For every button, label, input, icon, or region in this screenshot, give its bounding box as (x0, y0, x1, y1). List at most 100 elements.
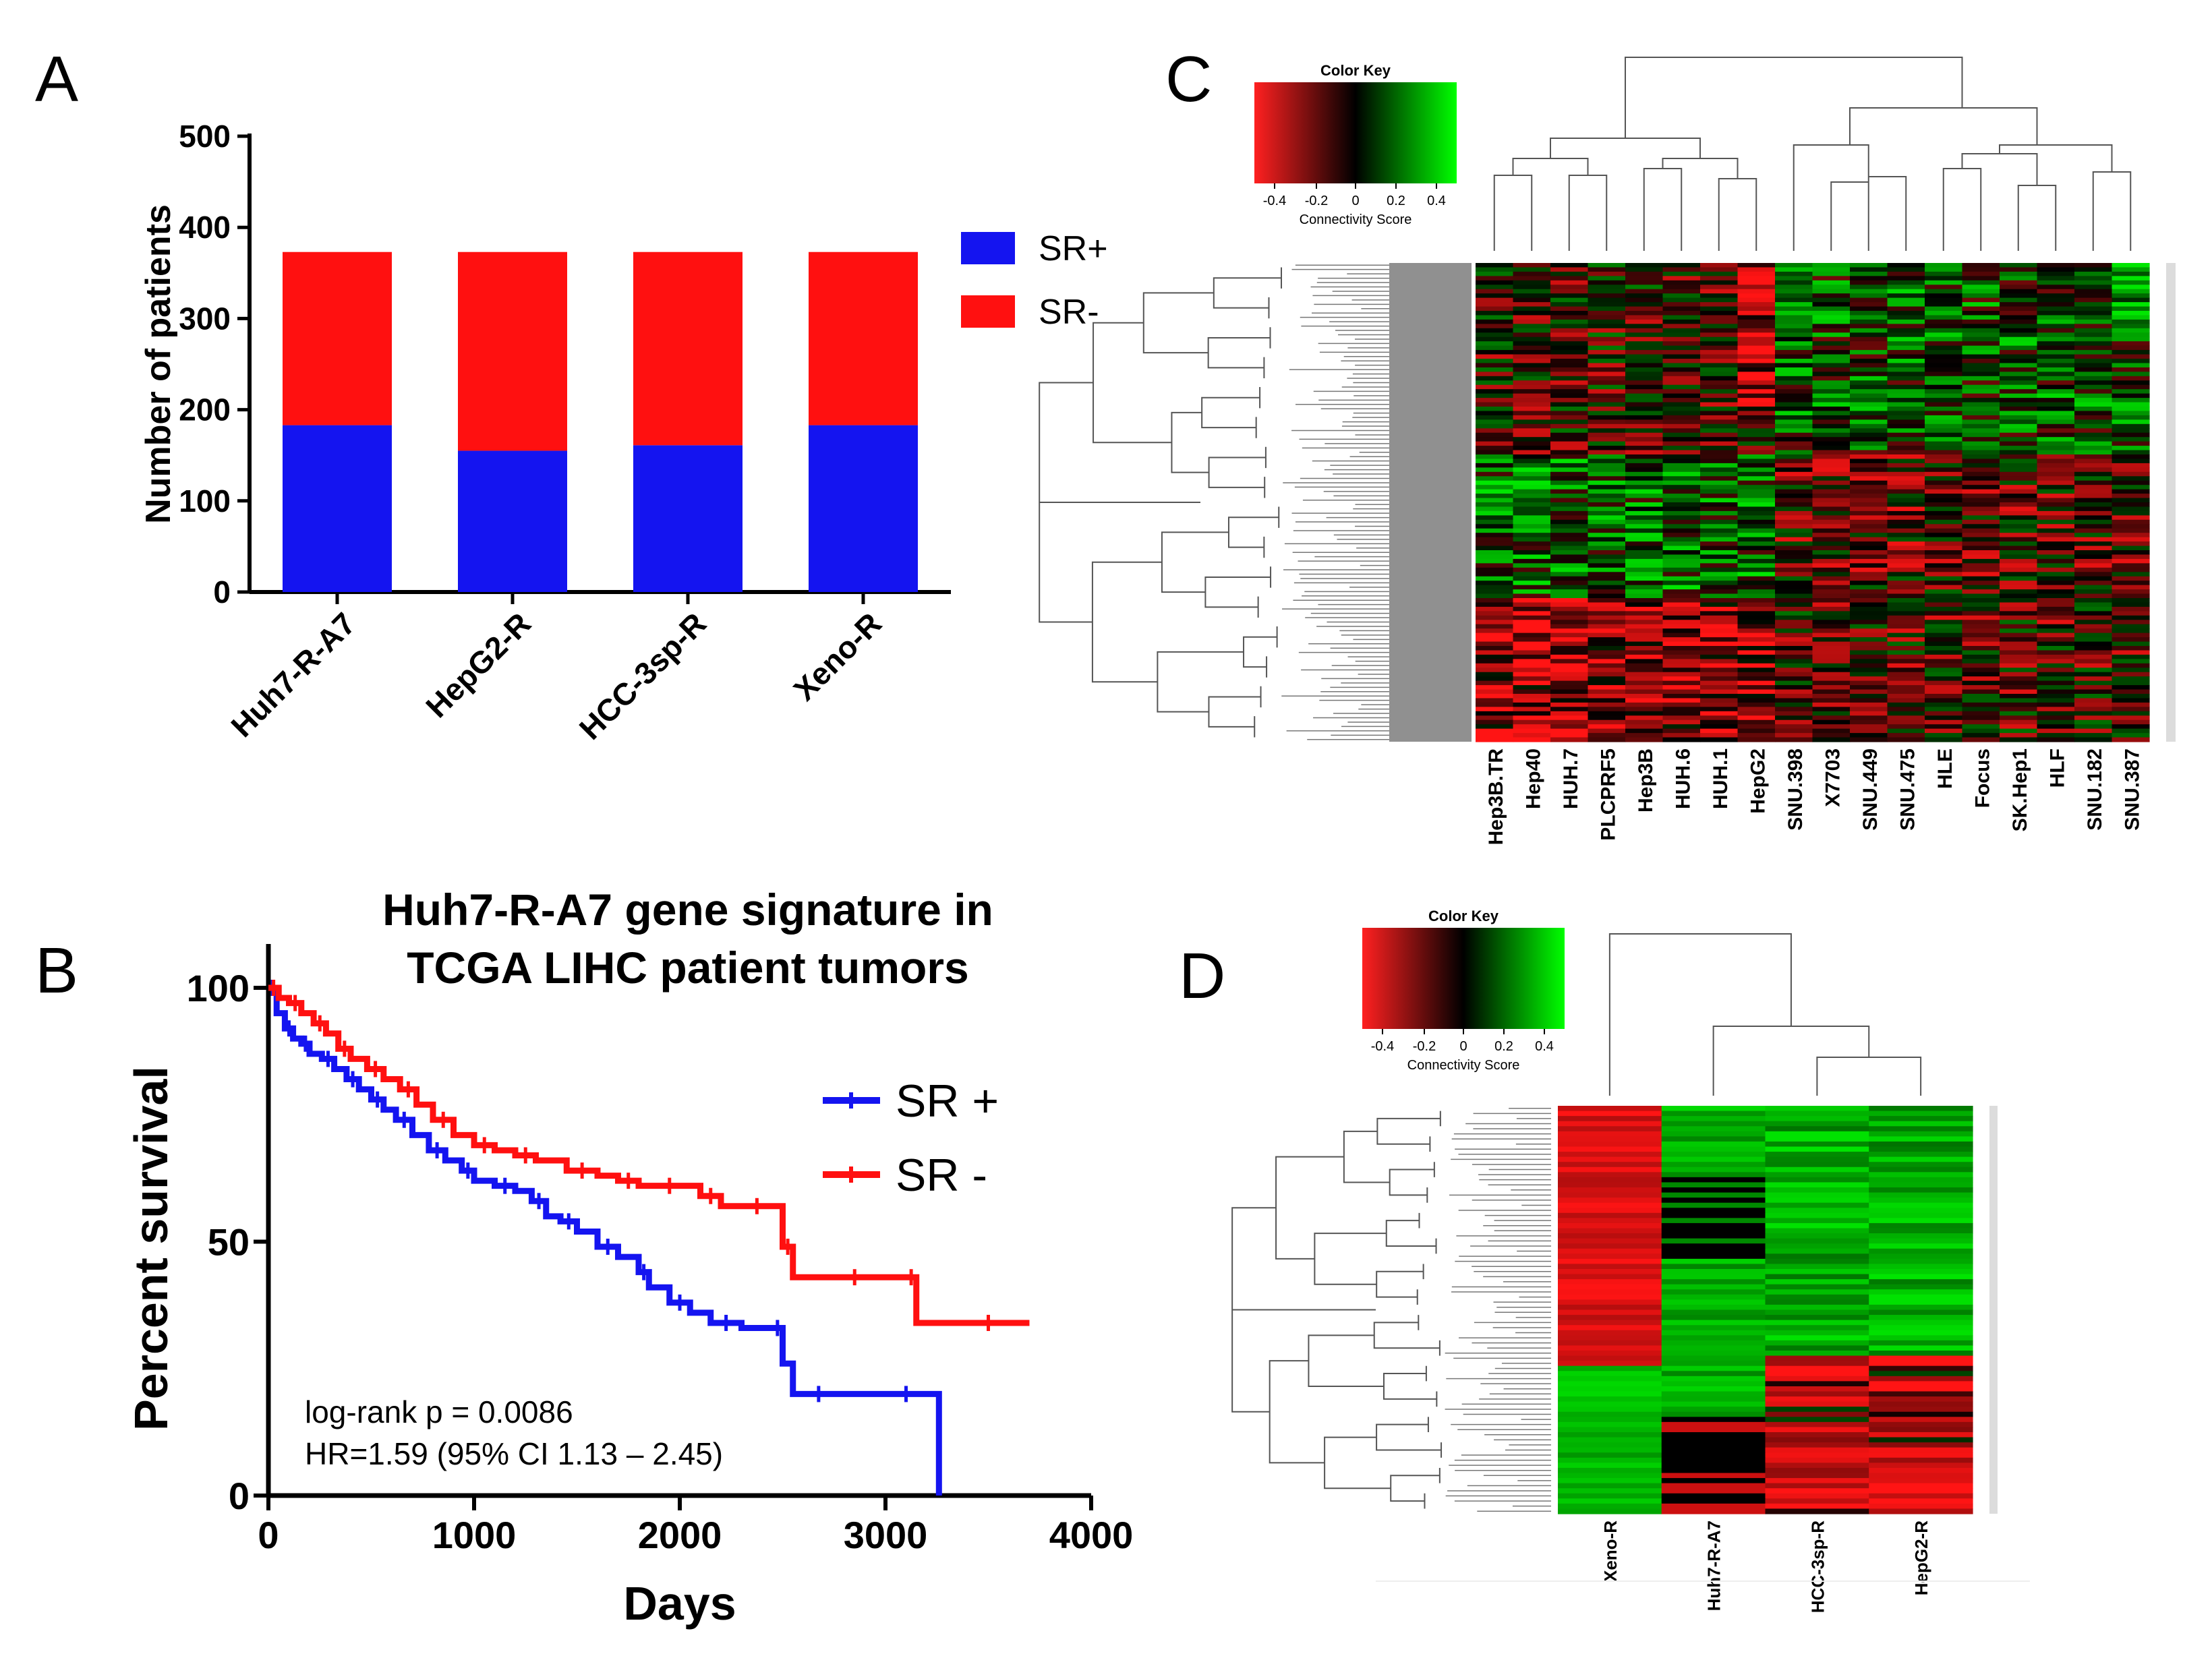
c-heat-cell (1588, 411, 1626, 416)
c-heat-cell (1662, 611, 1701, 616)
c-heat-cell (1588, 441, 1626, 446)
c-heat-cell (1812, 324, 1851, 329)
c-heat-cell (1925, 350, 1963, 355)
c-heat-cell (2074, 363, 2113, 368)
c-heat-cell (1588, 593, 1626, 599)
c-heat-cell (2112, 545, 2150, 551)
c-heat-cell (1550, 419, 1589, 425)
c-heat-cell (1662, 585, 1701, 590)
c-heat-cell (2074, 297, 2113, 303)
c-heat-cell (1812, 510, 1851, 516)
c-heat-cell (2074, 359, 2113, 364)
c-heat-cell (1887, 510, 1925, 516)
d-heat-cell (1558, 1172, 1662, 1178)
c-heat-cell (1737, 485, 1776, 490)
c-heat-cell (1962, 285, 2000, 290)
c-heat-cell (1700, 510, 1739, 516)
c-heat-cell (2000, 615, 2038, 620)
c-heat-cell (1700, 611, 1739, 616)
c-heat-cell (1962, 423, 2000, 429)
c-heat-cell (1850, 724, 1888, 730)
c-heat-cell (2037, 659, 2075, 664)
d-heat-cell (1869, 1111, 1973, 1117)
c-heat-cell (1812, 620, 1851, 625)
c-heat-cell (1550, 398, 1589, 403)
c-heat-cell (1513, 524, 1551, 529)
c-heat-cell (1513, 737, 1551, 742)
c-heat-cell (1775, 311, 1813, 316)
c-heat-cell (1625, 393, 1664, 398)
c-heat-cell (2037, 459, 2075, 464)
c-heat-cell (1662, 724, 1701, 730)
c-heat-cell (2112, 311, 2150, 316)
c-heat-cell (1812, 263, 1851, 268)
c-heat-cell (1625, 341, 1664, 347)
c-heat-cell (1925, 680, 1963, 686)
c-heat-cell (1737, 702, 1776, 707)
c-heat-cell (1850, 624, 1888, 629)
c-heat-cell (2074, 620, 2113, 625)
c-heat-cell (1850, 554, 1888, 560)
c-heat-cell (2074, 624, 2113, 629)
c-heat-cell (1662, 519, 1701, 525)
c-heat-cell (1662, 306, 1701, 312)
c-heat-cell (1962, 728, 2000, 734)
c-heat-cell (1850, 663, 1888, 668)
c-heat-cell (1625, 363, 1664, 368)
c-heat-cell (2074, 711, 2113, 716)
c-heat-cell (1625, 711, 1664, 716)
c-heat-cell (1925, 637, 1963, 643)
c-heat-cell (2000, 524, 2038, 529)
c-heat-cell (1737, 271, 1776, 276)
c-heat-cell (2037, 336, 2075, 342)
c-heat-cell (1513, 668, 1551, 673)
c-heat-cell (1925, 471, 1963, 477)
d-heat-cell (1558, 1106, 1662, 1112)
c-heat-cell (1775, 654, 1813, 659)
c-heat-cell (1513, 593, 1551, 599)
c-heat-cell (1737, 581, 1776, 586)
d-heat-cell (1765, 1386, 1869, 1392)
c-heat-cell (1625, 650, 1664, 655)
c-heat-cell (1812, 680, 1851, 686)
c-heat-cell (1850, 459, 1888, 464)
c-heat-cell (1588, 733, 1626, 738)
c-heat-cell (1513, 680, 1551, 686)
c-heat-cell (1662, 446, 1701, 451)
c-heat-cell (2037, 585, 2075, 590)
c-heat-cell (1775, 267, 1813, 272)
b-x-axis-label: Days (623, 1577, 736, 1630)
d-heat-cell (1661, 1218, 1766, 1224)
c-heat-cell (1925, 315, 1963, 320)
c-heat-cell (1925, 598, 1963, 603)
c-heat-cell (2112, 350, 2150, 355)
c-heat-cell (1700, 450, 1739, 455)
c-heat-cell (1925, 336, 1963, 342)
c-heat-cell (2000, 271, 2038, 276)
c-heat-cell (2000, 454, 2038, 460)
c-heat-cell (1812, 737, 1851, 742)
c-heat-cell (2000, 628, 2038, 634)
c-heat-cell (1476, 276, 1514, 281)
c-heat-cell (1887, 611, 1925, 616)
d-heat-cell (1558, 1473, 1662, 1479)
c-heat-cell (1476, 563, 1514, 568)
c-heat-cell (1925, 324, 1963, 329)
c-heat-cell (2037, 698, 2075, 703)
d-heat-cell (1558, 1493, 1662, 1499)
c-heat-cell (2000, 668, 2038, 673)
c-heat-cell (1887, 715, 1925, 721)
d-heat-cell (1558, 1351, 1662, 1357)
c-heat-cell (1737, 306, 1776, 312)
c-heat-cell (1925, 515, 1963, 521)
c-heat-cell (2074, 463, 2113, 468)
c-heat-cell (1476, 685, 1514, 690)
c-heat-cell (1775, 415, 1813, 420)
c-heat-cell (2000, 411, 2038, 416)
c-heat-cell (1625, 724, 1664, 730)
c-heat-cell (2074, 367, 2113, 372)
c-heat-cell (2074, 672, 2113, 677)
c-heat-cell (1513, 702, 1551, 707)
c-heat-cell (1925, 646, 1963, 651)
c-heat-cell (1662, 328, 1701, 333)
